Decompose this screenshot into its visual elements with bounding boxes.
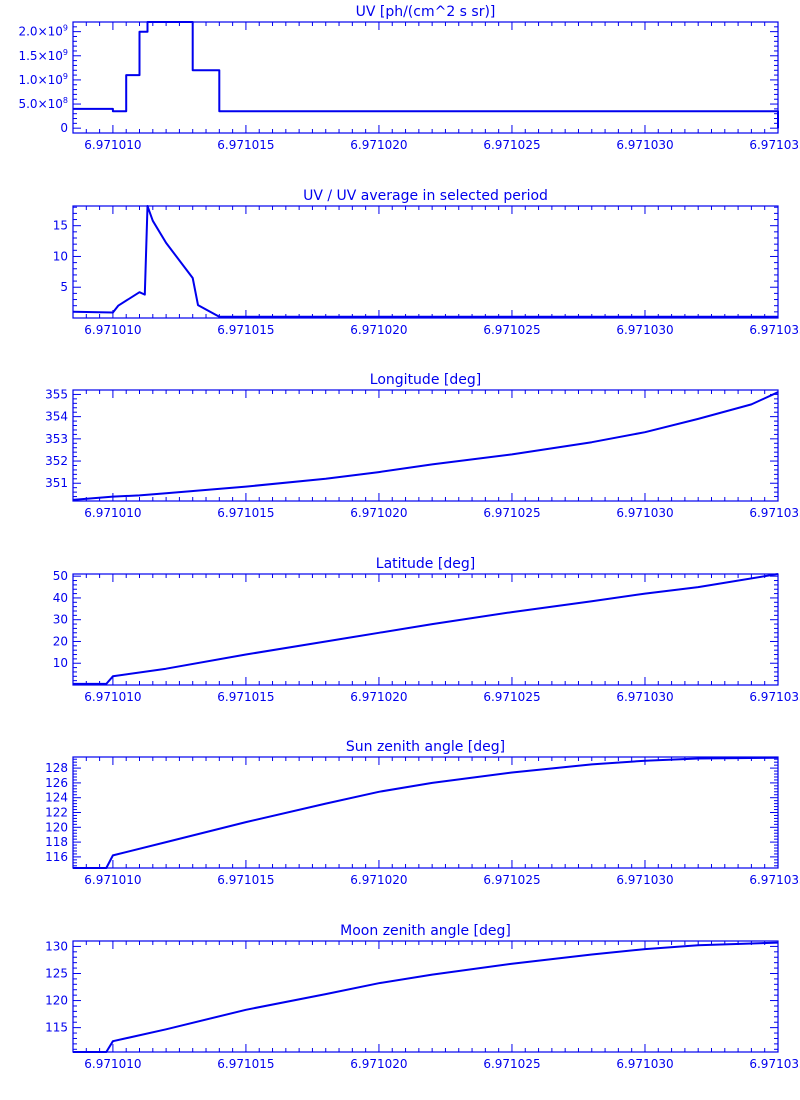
chart-panel: Latitude [deg] 6.971010 6.971015 6.971020 6.…: [53, 556, 800, 704]
plot-frame: [72, 205, 779, 319]
y-tick-label: 126: [45, 776, 68, 790]
x-tick-label: 6.971030: [616, 690, 673, 704]
y-tick-label: 10: [53, 656, 68, 670]
x-tick-label: 6.971010: [84, 1057, 141, 1071]
plot-frame: [72, 389, 779, 502]
chart-title: Longitude [deg]: [370, 372, 481, 388]
x-tick-label: 6.971010: [84, 873, 141, 887]
y-tick-label: 124: [45, 791, 68, 805]
y-tick-label: 0: [60, 121, 68, 135]
y-tick-label: 116: [45, 850, 68, 864]
x-tick-label: 6.971015: [217, 873, 274, 887]
y-tick-label: 10: [53, 249, 68, 263]
chart-panel: Longitude [deg] 6.971010 6.971015 6.971020 6…: [45, 372, 800, 520]
series-line: [73, 21, 779, 129]
y-tick-label: 118: [45, 835, 68, 849]
x-tick-label: 6.971010: [84, 323, 141, 337]
x-tick-label: 6.971030: [616, 138, 673, 152]
plot-frame: [72, 940, 779, 1053]
x-tick-label: 6.971010: [84, 138, 141, 152]
y-tick-label: 20: [53, 634, 68, 648]
y-tick-label: 353: [45, 432, 68, 446]
x-tick-label: 6.971030: [616, 1057, 673, 1071]
x-tick-label: 6.971025: [483, 138, 540, 152]
y-tick-label: 5: [60, 280, 68, 294]
y-tick-label: 30: [53, 613, 68, 627]
y-tick-label: 115: [45, 1021, 68, 1035]
chart-title: Latitude [deg]: [376, 556, 475, 572]
x-tick-label: 6.971010: [84, 690, 141, 704]
x-tick-label: 6.971015: [217, 506, 274, 520]
chart-title: UV [ph/(cm^2 s sr)]: [356, 4, 496, 20]
y-tick-label: 1.0×109: [18, 72, 68, 87]
y-tick-label: 130: [45, 939, 68, 953]
x-tick-label: 6.971020: [350, 138, 407, 152]
series-line: [73, 756, 779, 869]
x-tick-label: 6.971020: [350, 323, 407, 337]
chart-title: UV / UV average in selected period: [303, 188, 548, 204]
plot-frame: [72, 756, 779, 869]
x-tick-label: 6.971010: [84, 506, 141, 520]
x-tick-label: 6.971020: [350, 690, 407, 704]
x-tick-label: 6.971025: [483, 690, 540, 704]
y-tick-label: 120: [45, 994, 68, 1008]
x-tick-label: 6.971020: [350, 506, 407, 520]
x-tick-label: 6.971020: [350, 873, 407, 887]
x-tick-label: 6.971015: [217, 138, 274, 152]
y-tick-label: 122: [45, 806, 68, 820]
chart-panel: Moon zenith angle [deg] 6.971010 6.971015 6…: [45, 923, 800, 1071]
chart-title: Moon zenith angle [deg]: [340, 923, 511, 939]
y-tick-label: 351: [45, 476, 68, 490]
x-tick-label: 6.971030: [616, 873, 673, 887]
x-tick-label: 6.971025: [483, 506, 540, 520]
x-tick-label: 6.971030: [616, 323, 673, 337]
x-tick-label: 6.971015: [217, 1057, 274, 1071]
plot-frame: [72, 573, 779, 686]
x-tick-label: 6.971015: [217, 690, 274, 704]
plot-frame: [72, 21, 779, 134]
y-tick-label: 354: [45, 410, 68, 424]
x-tick-label: 6.971020: [350, 1057, 407, 1071]
y-tick-label: 5.0×108: [18, 96, 68, 111]
y-tick-label: 352: [45, 454, 68, 468]
y-tick-label: 15: [53, 219, 68, 233]
y-tick-label: 355: [45, 387, 68, 401]
series-line: [72, 205, 778, 318]
series-line: [72, 391, 779, 501]
y-tick-label: 1.5×109: [18, 48, 68, 63]
chart-panel: UV [ph/(cm^2 s sr)] 6.971010 6.971015 6.971…: [18, 4, 800, 152]
y-tick-label: 40: [53, 591, 68, 605]
y-tick-label: 2.0×109: [18, 24, 68, 39]
y-tick-label: 128: [45, 761, 68, 775]
x-tick-label: 6.971025: [483, 323, 540, 337]
x-tick-label: 6.971025: [483, 873, 540, 887]
chart-panel: Sun zenith angle [deg] 6.971010 6.971015 6.…: [45, 739, 800, 887]
series-line: [73, 941, 779, 1053]
x-tick-label: 6.971030: [616, 506, 673, 520]
y-tick-label: 125: [45, 966, 68, 980]
chart-title: Sun zenith angle [deg]: [346, 739, 505, 755]
x-tick-label: 6.971015: [217, 323, 274, 337]
x-tick-label: 6.971025: [483, 1057, 540, 1071]
y-tick-label: 50: [53, 569, 68, 583]
y-tick-label: 120: [45, 820, 68, 834]
series-line: [73, 573, 779, 685]
chart-panel: UV / UV average in selected period 6.9710…: [53, 188, 800, 337]
